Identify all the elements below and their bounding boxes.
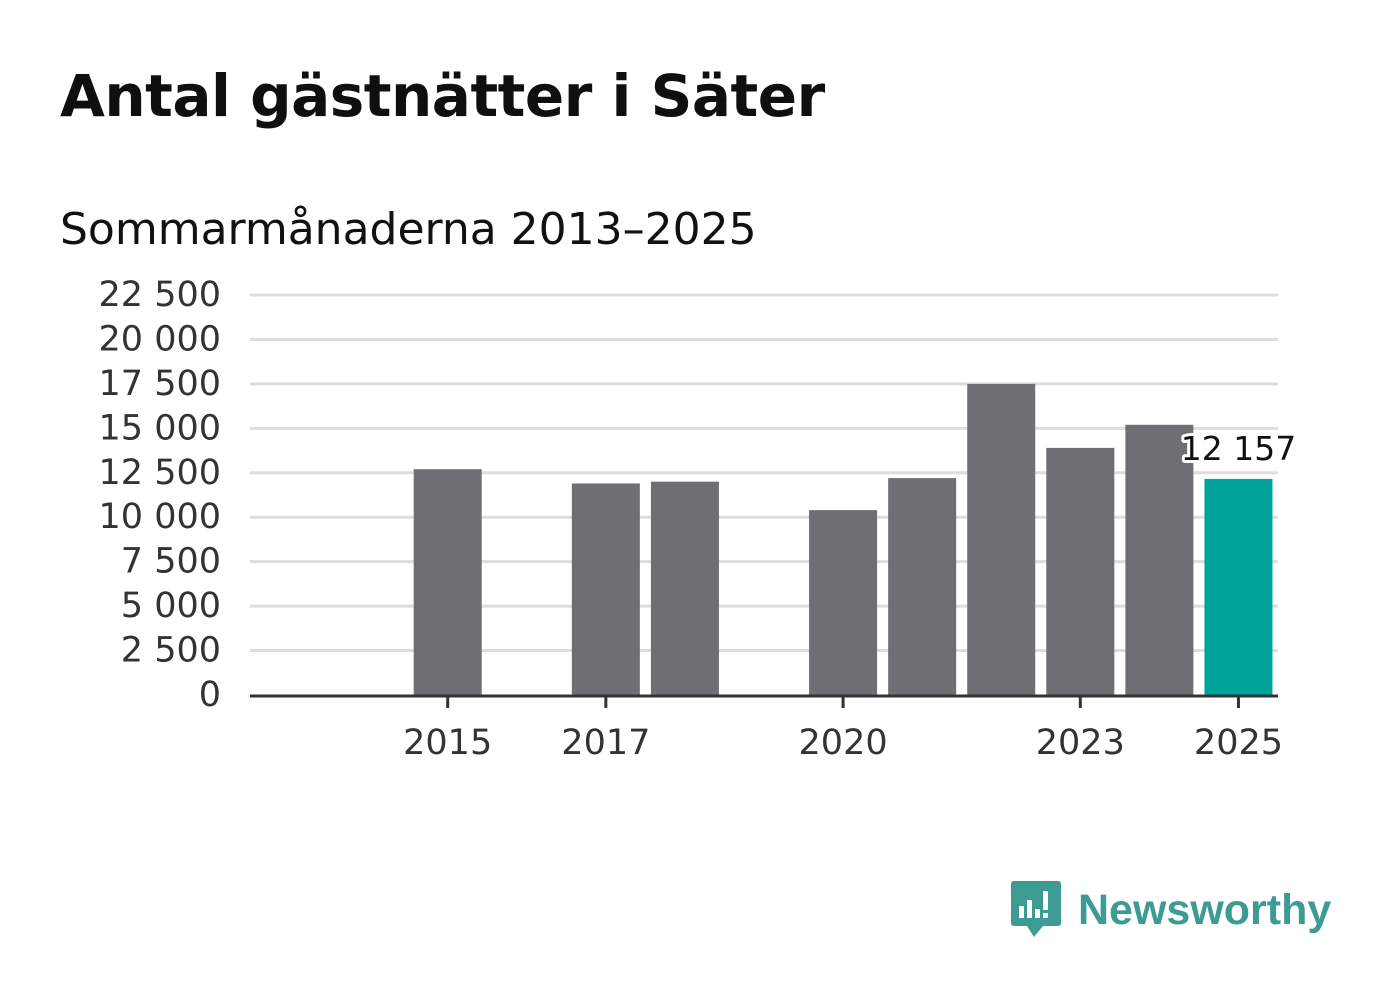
bar-2025 [1204, 478, 1273, 695]
x-tick-label: 2015 [403, 723, 492, 763]
y-tick-label: 10 000 [99, 497, 221, 537]
bars [413, 383, 1273, 695]
bar-2022 [967, 383, 1036, 695]
bar-2017 [571, 483, 640, 695]
y-tick-label: 12 500 [99, 453, 221, 493]
data-label-2025: 12 157 [1181, 429, 1296, 468]
y-tick-label: 20 000 [99, 319, 221, 359]
y-tick-label: 0 [199, 675, 221, 715]
y-tick-label: 7 500 [121, 542, 221, 582]
newsworthy-logo-icon [1011, 881, 1061, 937]
brand-name: Newsworthy [1078, 885, 1332, 934]
y-tick-label: 15 000 [99, 408, 221, 448]
bar-2021 [888, 478, 957, 695]
x-tick-label: 2017 [561, 723, 650, 763]
bar-2023 [1046, 447, 1115, 695]
y-tick-label: 2 500 [121, 631, 221, 671]
x-tick-label: 2025 [1194, 723, 1283, 763]
y-tick-label: 17 500 [99, 364, 221, 404]
bar-2020 [809, 510, 878, 695]
brand-logo: Newsworthy [1010, 878, 1331, 942]
bar-2018 [650, 481, 719, 695]
y-tick-label: 22 500 [99, 275, 221, 315]
x-tick-label: 2020 [799, 723, 888, 763]
chart-subtitle: Sommarmånaderna 2013–2025 [60, 204, 757, 255]
axes [250, 694, 1278, 708]
chart-title: Antal gästnätter i Säter [60, 62, 825, 130]
x-tick-label: 2023 [1036, 723, 1125, 763]
gridlines [250, 293, 1278, 653]
y-tick-label: 5 000 [121, 586, 221, 626]
bar-2015 [413, 469, 482, 695]
bar-2024 [1125, 424, 1194, 695]
